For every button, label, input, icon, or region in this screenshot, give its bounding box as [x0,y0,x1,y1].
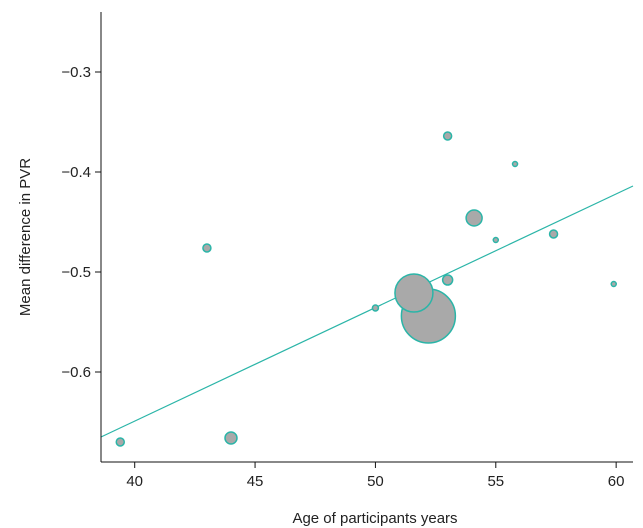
regression-line [100,185,634,438]
x-tick-label: 45 [247,473,264,490]
x-axis-title: Age of participants years [292,510,457,527]
ticks-layer: 40 45 50 55 60 −0.3 −0.4 −0.5 −0.6 [61,64,624,490]
x-tick-label: 60 [608,473,625,490]
data-point [511,160,519,168]
y-tick-label: −0.3 [61,64,91,81]
x-tick-label: 40 [126,473,143,490]
points-layer [115,131,617,447]
x-tick-label: 55 [487,473,504,490]
data-point [492,236,500,244]
data-point [394,273,434,313]
data-point [548,229,559,239]
y-tick-label: −0.5 [61,264,91,281]
data-point [202,243,212,253]
data-point [465,209,483,227]
data-point [371,304,380,312]
data-point [224,431,238,445]
x-tick-label: 50 [367,473,384,490]
y-tick-label: −0.6 [61,364,91,381]
y-tick-label: −0.4 [61,164,91,181]
regression-layer [100,185,634,438]
data-point [115,437,126,447]
axes-layer [100,12,633,463]
data-point [441,274,454,286]
data-point [610,280,617,288]
y-axis-title: Mean difference in PVR [17,158,34,316]
data-point [442,131,453,141]
